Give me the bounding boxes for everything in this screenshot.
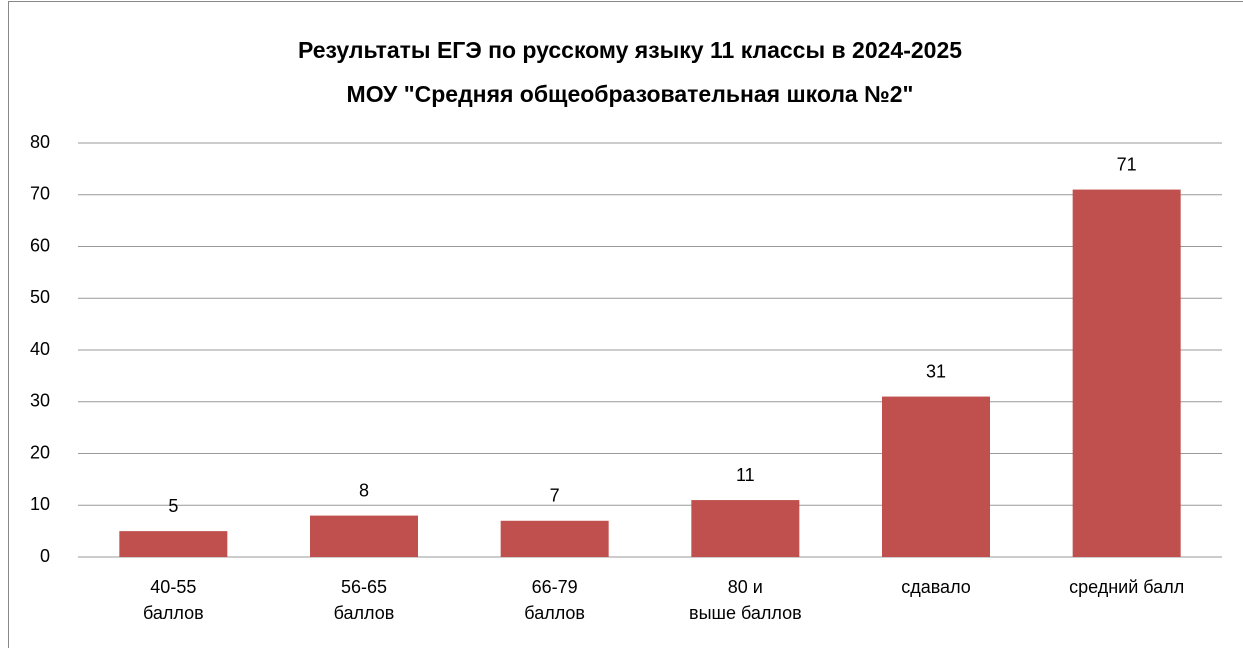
y-tick-label: 10: [30, 494, 50, 514]
bar: [882, 396, 990, 557]
data-label: 71: [1117, 154, 1137, 174]
chart-title: Результаты ЕГЭ по русскому языку 11 клас…: [298, 37, 962, 63]
bar: [691, 500, 800, 557]
y-tick-label: 60: [30, 235, 50, 255]
y-tick-label: 40: [30, 339, 50, 359]
chart-title: МОУ "Средняя общеобразовательная школа №…: [347, 81, 914, 107]
bar: [119, 531, 228, 557]
y-tick-label: 20: [30, 442, 50, 462]
y-tick-label: 70: [30, 184, 50, 204]
data-label: 7: [550, 486, 560, 506]
data-label: 5: [168, 496, 178, 516]
x-tick-label: 80 и выше баллов: [689, 577, 802, 623]
x-tick-label: 66-79 баллов: [524, 577, 585, 623]
y-tick-label: 50: [30, 287, 50, 307]
bar: [310, 515, 418, 557]
bar: [1072, 189, 1181, 557]
x-tick-label: 40-55 баллов: [142, 577, 204, 623]
x-tick-label: средний балл: [1069, 577, 1185, 597]
data-label: 11: [736, 465, 755, 485]
y-tick-label: 0: [40, 546, 50, 566]
data-label: 8: [359, 480, 369, 500]
y-tick-label: 30: [30, 391, 50, 411]
x-tick-label: сдавало: [901, 577, 971, 597]
x-tick-label: 56-65 баллов: [333, 577, 395, 623]
chart-frame: [8, 1, 1243, 648]
bar: [500, 520, 609, 557]
y-tick-label: 80: [30, 132, 50, 152]
data-label: 31: [926, 361, 946, 381]
